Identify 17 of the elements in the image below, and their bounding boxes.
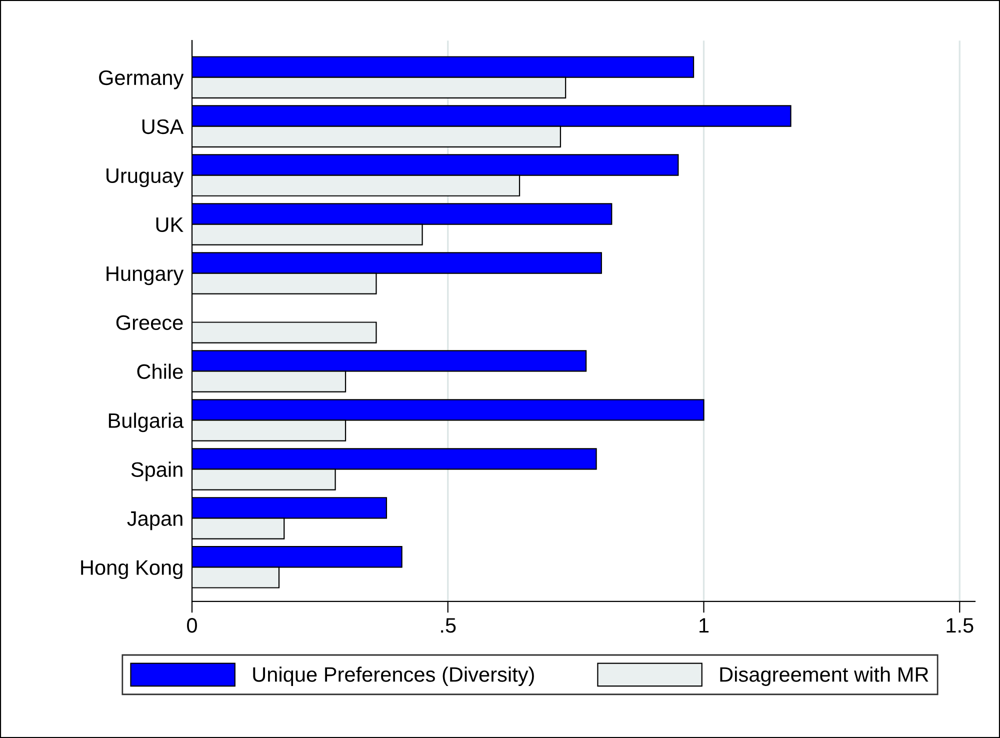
y-tick-label: Germany: [99, 70, 184, 90]
legend-label: Unique Preferences (Diversity): [253, 666, 534, 686]
y-tick-label: Hong Kong: [81, 560, 182, 580]
y-tick-label: Bulgaria: [108, 412, 184, 432]
x-tick-label: 0: [187, 618, 197, 633]
y-tick-label: Greece: [116, 315, 183, 330]
y-tick-label: USA: [142, 119, 184, 134]
legend-label: Disagreement with MR: [720, 666, 928, 686]
y-tick-label: Uruguay: [106, 168, 184, 188]
y-tick-label: Hungary: [106, 266, 184, 286]
x-tick-label: 1.5: [946, 618, 974, 633]
y-tick-label: UK: [156, 218, 184, 232]
y-tick-label: Spain: [131, 462, 182, 482]
y-tick-label: Japan: [127, 511, 182, 530]
x-tick-label: .5: [441, 618, 456, 633]
x-tick-label: 1: [700, 618, 709, 633]
y-tick-label: Chile: [137, 364, 183, 379]
